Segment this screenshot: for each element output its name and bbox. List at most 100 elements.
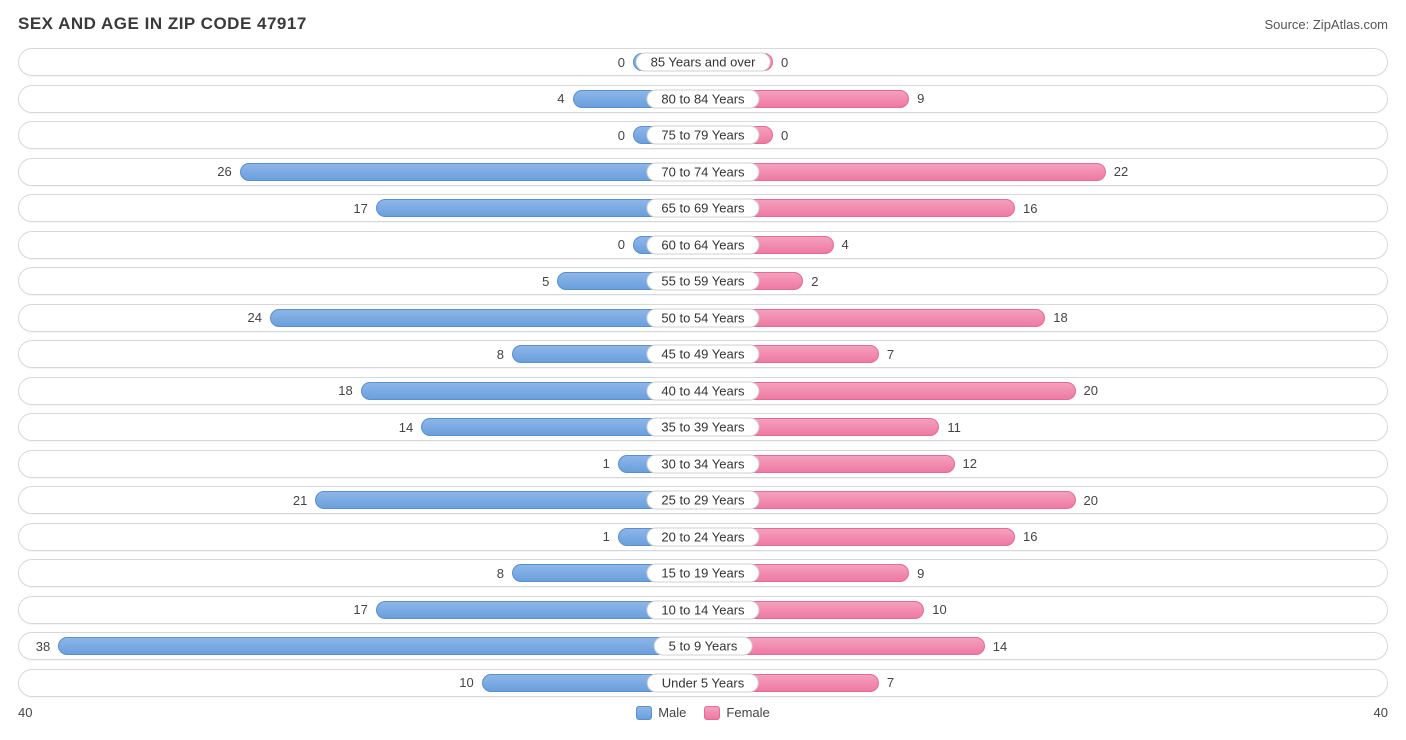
female-value: 16 — [1015, 529, 1045, 544]
chart-header: SEX AND AGE IN ZIP CODE 47917 Source: Zi… — [18, 14, 1388, 34]
pyramid-row: 10 7 Under 5 Years — [18, 669, 1388, 697]
male-value: 0 — [610, 128, 633, 143]
pyramid-row: 24 18 50 to 54 Years — [18, 304, 1388, 332]
male-half: 0 — [19, 232, 703, 258]
chart-title: SEX AND AGE IN ZIP CODE 47917 — [18, 14, 307, 34]
female-half: 12 — [703, 451, 1387, 477]
male-half: 17 — [19, 195, 703, 221]
female-value: 11 — [939, 420, 969, 435]
male-half: 14 — [19, 414, 703, 440]
male-value: 8 — [489, 566, 512, 581]
age-group-label: 30 to 34 Years — [646, 454, 759, 473]
male-half: 21 — [19, 487, 703, 513]
male-value: 24 — [240, 310, 270, 325]
male-value: 1 — [595, 529, 618, 544]
pyramid-row: 8 9 15 to 19 Years — [18, 559, 1388, 587]
male-half: 1 — [19, 524, 703, 550]
male-value: 8 — [489, 347, 512, 362]
legend-item-female: Female — [704, 705, 769, 720]
age-group-label: 65 to 69 Years — [646, 199, 759, 218]
female-value: 0 — [773, 128, 796, 143]
chart-footer: 40 Male Female 40 — [18, 705, 1388, 720]
female-value: 16 — [1015, 201, 1045, 216]
age-group-label: 70 to 74 Years — [646, 162, 759, 181]
male-value: 38 — [28, 639, 58, 654]
age-group-label: 80 to 84 Years — [646, 89, 759, 108]
pyramid-row: 171010 to 14 Years — [18, 596, 1388, 624]
female-half: 7 — [703, 670, 1387, 696]
age-group-label: 75 to 79 Years — [646, 126, 759, 145]
male-value: 18 — [330, 383, 360, 398]
pyramid-row: 0085 Years and over — [18, 48, 1388, 76]
female-value: 14 — [985, 639, 1015, 654]
male-half: 17 — [19, 597, 703, 623]
male-half: 0 — [19, 122, 703, 148]
female-half: 18 — [703, 305, 1387, 331]
female-value: 22 — [1106, 164, 1136, 179]
male-half: 10 — [19, 670, 703, 696]
female-value: 9 — [909, 566, 932, 581]
male-half: 5 — [19, 268, 703, 294]
pyramid-row: 0460 to 64 Years — [18, 231, 1388, 259]
male-half: 18 — [19, 378, 703, 404]
female-bar — [703, 163, 1106, 181]
age-group-label: 50 to 54 Years — [646, 308, 759, 327]
pyramid-row: 4 9 80 to 84 Years — [18, 85, 1388, 113]
male-half: 26 — [19, 159, 703, 185]
pyramid-row: 18 2040 to 44 Years — [18, 377, 1388, 405]
male-half: 38 — [19, 633, 703, 659]
age-group-label: Under 5 Years — [647, 673, 759, 692]
female-half: 4 — [703, 232, 1387, 258]
pyramid-row: 0 0 75 to 79 Years — [18, 121, 1388, 149]
population-pyramid-chart: 0085 Years and over4980 to 84 Years0075 … — [18, 48, 1388, 697]
pyramid-row: 8745 to 49 Years — [18, 340, 1388, 368]
axis-right-max: 40 — [1374, 705, 1388, 720]
male-half: 4 — [19, 86, 703, 112]
pyramid-row: 212025 to 29 Years — [18, 486, 1388, 514]
female-value: 12 — [955, 456, 985, 471]
female-half: 20 — [703, 487, 1387, 513]
female-value: 2 — [803, 274, 826, 289]
female-value: 10 — [924, 602, 954, 617]
pyramid-row: 26 22 70 to 74 Years — [18, 158, 1388, 186]
female-half: 10 — [703, 597, 1387, 623]
male-bar — [270, 309, 703, 327]
female-value: 4 — [834, 237, 857, 252]
female-half: 9 — [703, 560, 1387, 586]
female-value: 9 — [909, 91, 932, 106]
male-half: 8 — [19, 560, 703, 586]
male-value: 10 — [451, 675, 481, 690]
legend-item-male: Male — [636, 705, 686, 720]
age-group-label: 5 to 9 Years — [654, 637, 753, 656]
male-swatch-icon — [636, 706, 652, 720]
male-value: 14 — [391, 420, 421, 435]
legend-female-label: Female — [726, 705, 769, 720]
male-value: 26 — [209, 164, 239, 179]
chart-source: Source: ZipAtlas.com — [1264, 17, 1388, 32]
male-value: 1 — [595, 456, 618, 471]
male-bar — [58, 637, 703, 655]
legend-male-label: Male — [658, 705, 686, 720]
female-value: 18 — [1045, 310, 1075, 325]
female-value: 7 — [879, 675, 902, 690]
pyramid-row: 38 14 5 to 9 Years — [18, 632, 1388, 660]
female-half: 20 — [703, 378, 1387, 404]
female-half: 11 — [703, 414, 1387, 440]
male-half: 24 — [19, 305, 703, 331]
female-half: 16 — [703, 524, 1387, 550]
female-half: 0 — [703, 49, 1387, 75]
pyramid-row: 17 16 65 to 69 Years — [18, 194, 1388, 222]
female-half: 9 — [703, 86, 1387, 112]
male-value: 0 — [610, 55, 633, 70]
age-group-label: 20 to 24 Years — [646, 527, 759, 546]
male-value: 21 — [285, 493, 315, 508]
age-group-label: 40 to 44 Years — [646, 381, 759, 400]
female-value: 0 — [773, 55, 796, 70]
male-bar — [315, 491, 703, 509]
age-group-label: 15 to 19 Years — [646, 564, 759, 583]
legend: Male Female — [636, 705, 770, 720]
female-half: 0 — [703, 122, 1387, 148]
male-half: 0 — [19, 49, 703, 75]
pyramid-row: 1 12 30 to 34 Years — [18, 450, 1388, 478]
age-group-label: 35 to 39 Years — [646, 418, 759, 437]
